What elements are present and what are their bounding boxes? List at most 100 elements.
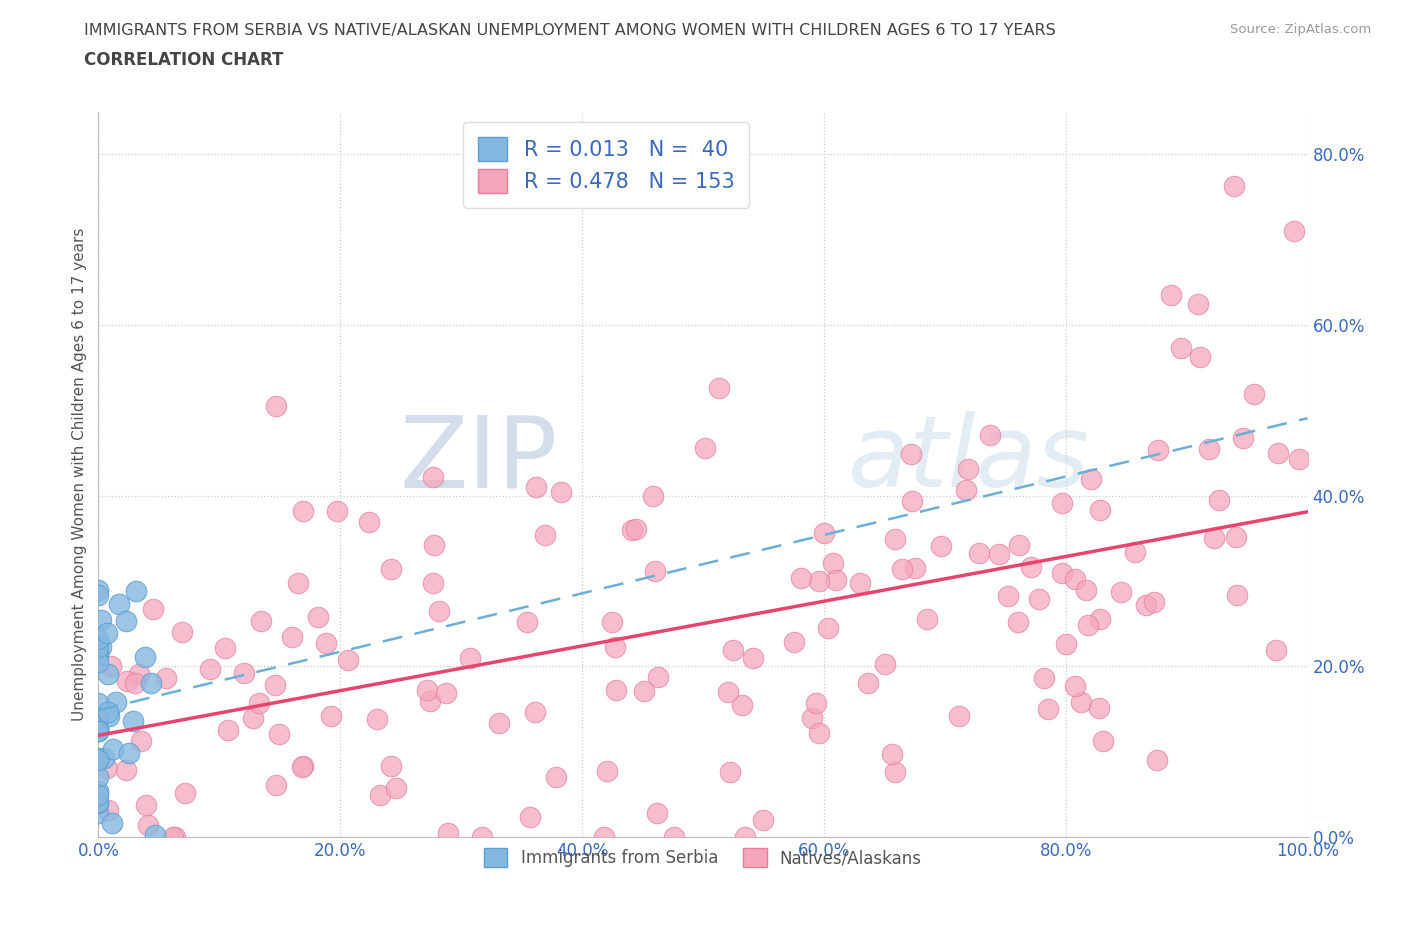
Point (1142, 594, 1164, 609)
Point (848, 576, 870, 591)
Point (801, 711, 824, 725)
Point (87, 752, 110, 767)
Point (1088, 612, 1111, 627)
Point (813, 525, 835, 540)
Point (87, 711, 110, 726)
Point (87, 783, 110, 798)
Point (808, 725, 831, 740)
Point (101, 741, 124, 756)
Point (516, 614, 538, 629)
Y-axis label: Unemployment Among Women with Children Ages 6 to 17 years: Unemployment Among Women with Children A… (72, 228, 87, 721)
Point (97, 803, 120, 817)
Point (662, 830, 685, 844)
Point (1088, 503, 1111, 518)
Point (87, 796, 110, 811)
Point (139, 676, 162, 691)
Point (1208, 492, 1230, 507)
Point (595, 764, 617, 778)
Point (1080, 472, 1102, 486)
Point (882, 747, 904, 762)
Point (647, 805, 669, 820)
Point (997, 589, 1019, 604)
Point (124, 675, 146, 690)
Point (1264, 643, 1286, 658)
Point (105, 695, 128, 710)
Point (101, 816, 124, 830)
Point (1288, 451, 1310, 466)
Point (1109, 585, 1132, 600)
Point (1198, 442, 1220, 457)
Point (233, 665, 256, 680)
Point (1087, 701, 1109, 716)
Point (87, 794, 110, 809)
Point (550, 485, 572, 499)
Text: atlas: atlas (848, 411, 1090, 509)
Point (647, 670, 669, 684)
Point (87, 582, 110, 597)
Point (717, 684, 740, 699)
Point (948, 708, 970, 723)
Point (87, 648, 110, 663)
Point (242, 711, 264, 725)
Point (519, 810, 541, 825)
Point (247, 696, 270, 711)
Point (269, 727, 291, 742)
Point (118, 746, 141, 761)
Point (967, 546, 990, 561)
Point (117, 673, 139, 688)
Point (266, 399, 288, 414)
Point (460, 651, 482, 666)
Point (97, 709, 120, 724)
Point (1028, 591, 1050, 606)
Point (93, 751, 115, 765)
Point (1225, 529, 1247, 544)
Point (87, 655, 110, 670)
Point (900, 446, 922, 461)
Point (90, 612, 112, 627)
Point (903, 561, 925, 576)
Point (96, 625, 118, 640)
Point (97, 667, 120, 682)
Point (422, 469, 444, 484)
Point (1008, 538, 1031, 552)
Point (87, 751, 110, 765)
Point (1135, 597, 1157, 612)
Point (1267, 446, 1289, 461)
Point (125, 584, 148, 599)
Point (1188, 350, 1211, 365)
Point (1160, 288, 1182, 303)
Point (471, 830, 494, 844)
Point (929, 538, 952, 553)
Point (884, 764, 907, 779)
Point (884, 532, 907, 547)
Point (292, 503, 315, 518)
Point (644, 564, 666, 578)
Point (1077, 618, 1099, 633)
Point (250, 613, 273, 628)
Point (87, 724, 110, 738)
Point (979, 428, 1001, 443)
Point (1064, 678, 1087, 693)
Point (856, 675, 879, 690)
Point (721, 643, 744, 658)
Point (1187, 297, 1209, 312)
Point (173, 786, 195, 801)
Point (100, 658, 122, 673)
Point (695, 441, 717, 456)
Point (165, 830, 187, 844)
Point (1036, 701, 1059, 716)
Point (287, 576, 309, 591)
Point (321, 709, 343, 724)
Point (385, 780, 408, 795)
Point (742, 650, 765, 665)
Point (87, 722, 110, 737)
Point (1070, 695, 1092, 710)
Point (824, 572, 846, 587)
Point (281, 630, 304, 644)
Point (1054, 636, 1077, 651)
Point (1091, 734, 1114, 749)
Point (1147, 443, 1170, 458)
Point (162, 830, 184, 844)
Point (488, 716, 510, 731)
Point (131, 734, 153, 749)
